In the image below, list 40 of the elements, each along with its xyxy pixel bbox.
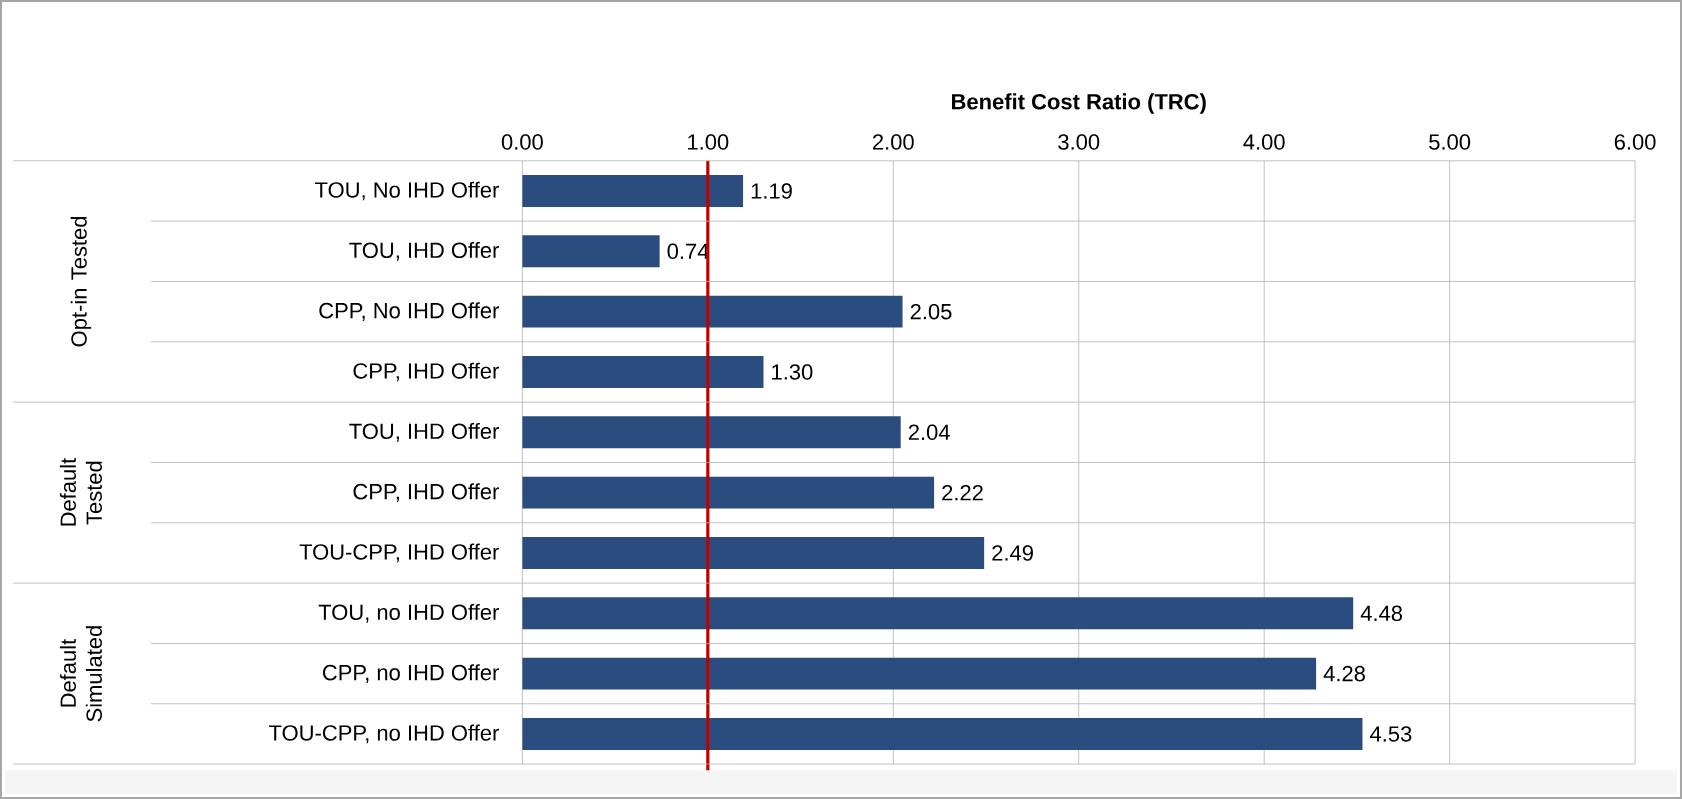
data-label: 1.19 [751, 183, 792, 199]
y-tick-label: TOU, IHD Offer [349, 422, 499, 442]
data-label: 1.30 [772, 364, 813, 380]
bar [522, 355, 764, 388]
data-label: 4.53 [1370, 726, 1412, 742]
y-tick-label: TOU-CPP, IHD Offer [299, 543, 499, 563]
x-tick-label: 6.00 [1614, 134, 1656, 150]
y-tick-label: TOU, No IHD Offer [315, 181, 499, 201]
data-label: 2.05 [910, 303, 952, 320]
bar [522, 717, 1363, 750]
bar [522, 657, 1317, 690]
x-axis-title: Benefit Cost Ratio (TRC) [952, 93, 1206, 114]
y-tick-label: CPP, IHD Offer [353, 483, 499, 502]
y-tick-label: TOU, no IHD Offer [318, 603, 499, 623]
text: Opt-in Tested [70, 216, 92, 347]
bar [522, 476, 935, 509]
bar [522, 235, 660, 268]
x-tick-label: 5.00 [1429, 134, 1471, 150]
x-tick-label: 4.00 [1243, 134, 1285, 150]
x-tick-label: 1.00 [688, 134, 729, 150]
bar [522, 295, 903, 328]
text: Default Simulated [59, 626, 102, 722]
data-label: 4.28 [1323, 665, 1365, 682]
x-tick-label: 2.00 [872, 134, 914, 150]
bar [522, 536, 985, 569]
x-tick-label: 3.00 [1058, 134, 1100, 150]
y-tick-label: TOU-CPP, no IHD Offer [269, 724, 499, 744]
text: Default Tested [59, 457, 102, 526]
data-label: 2.04 [908, 424, 950, 441]
y-tick-label: CPP, No IHD Offer [319, 302, 499, 321]
bar [522, 597, 1354, 630]
bar [522, 416, 901, 449]
y-tick-label: TOU, IHD Offer [349, 241, 499, 261]
data-label: 2.49 [992, 545, 1033, 561]
y-tick-label: CPP, no IHD Offer [322, 664, 499, 683]
data-label: 4.48 [1360, 605, 1403, 622]
y-tick-label: CPP, IHD Offer [353, 362, 499, 382]
x-tick-label: 0.00 [501, 134, 543, 150]
data-label: 2.22 [942, 484, 983, 501]
bar [522, 174, 744, 207]
